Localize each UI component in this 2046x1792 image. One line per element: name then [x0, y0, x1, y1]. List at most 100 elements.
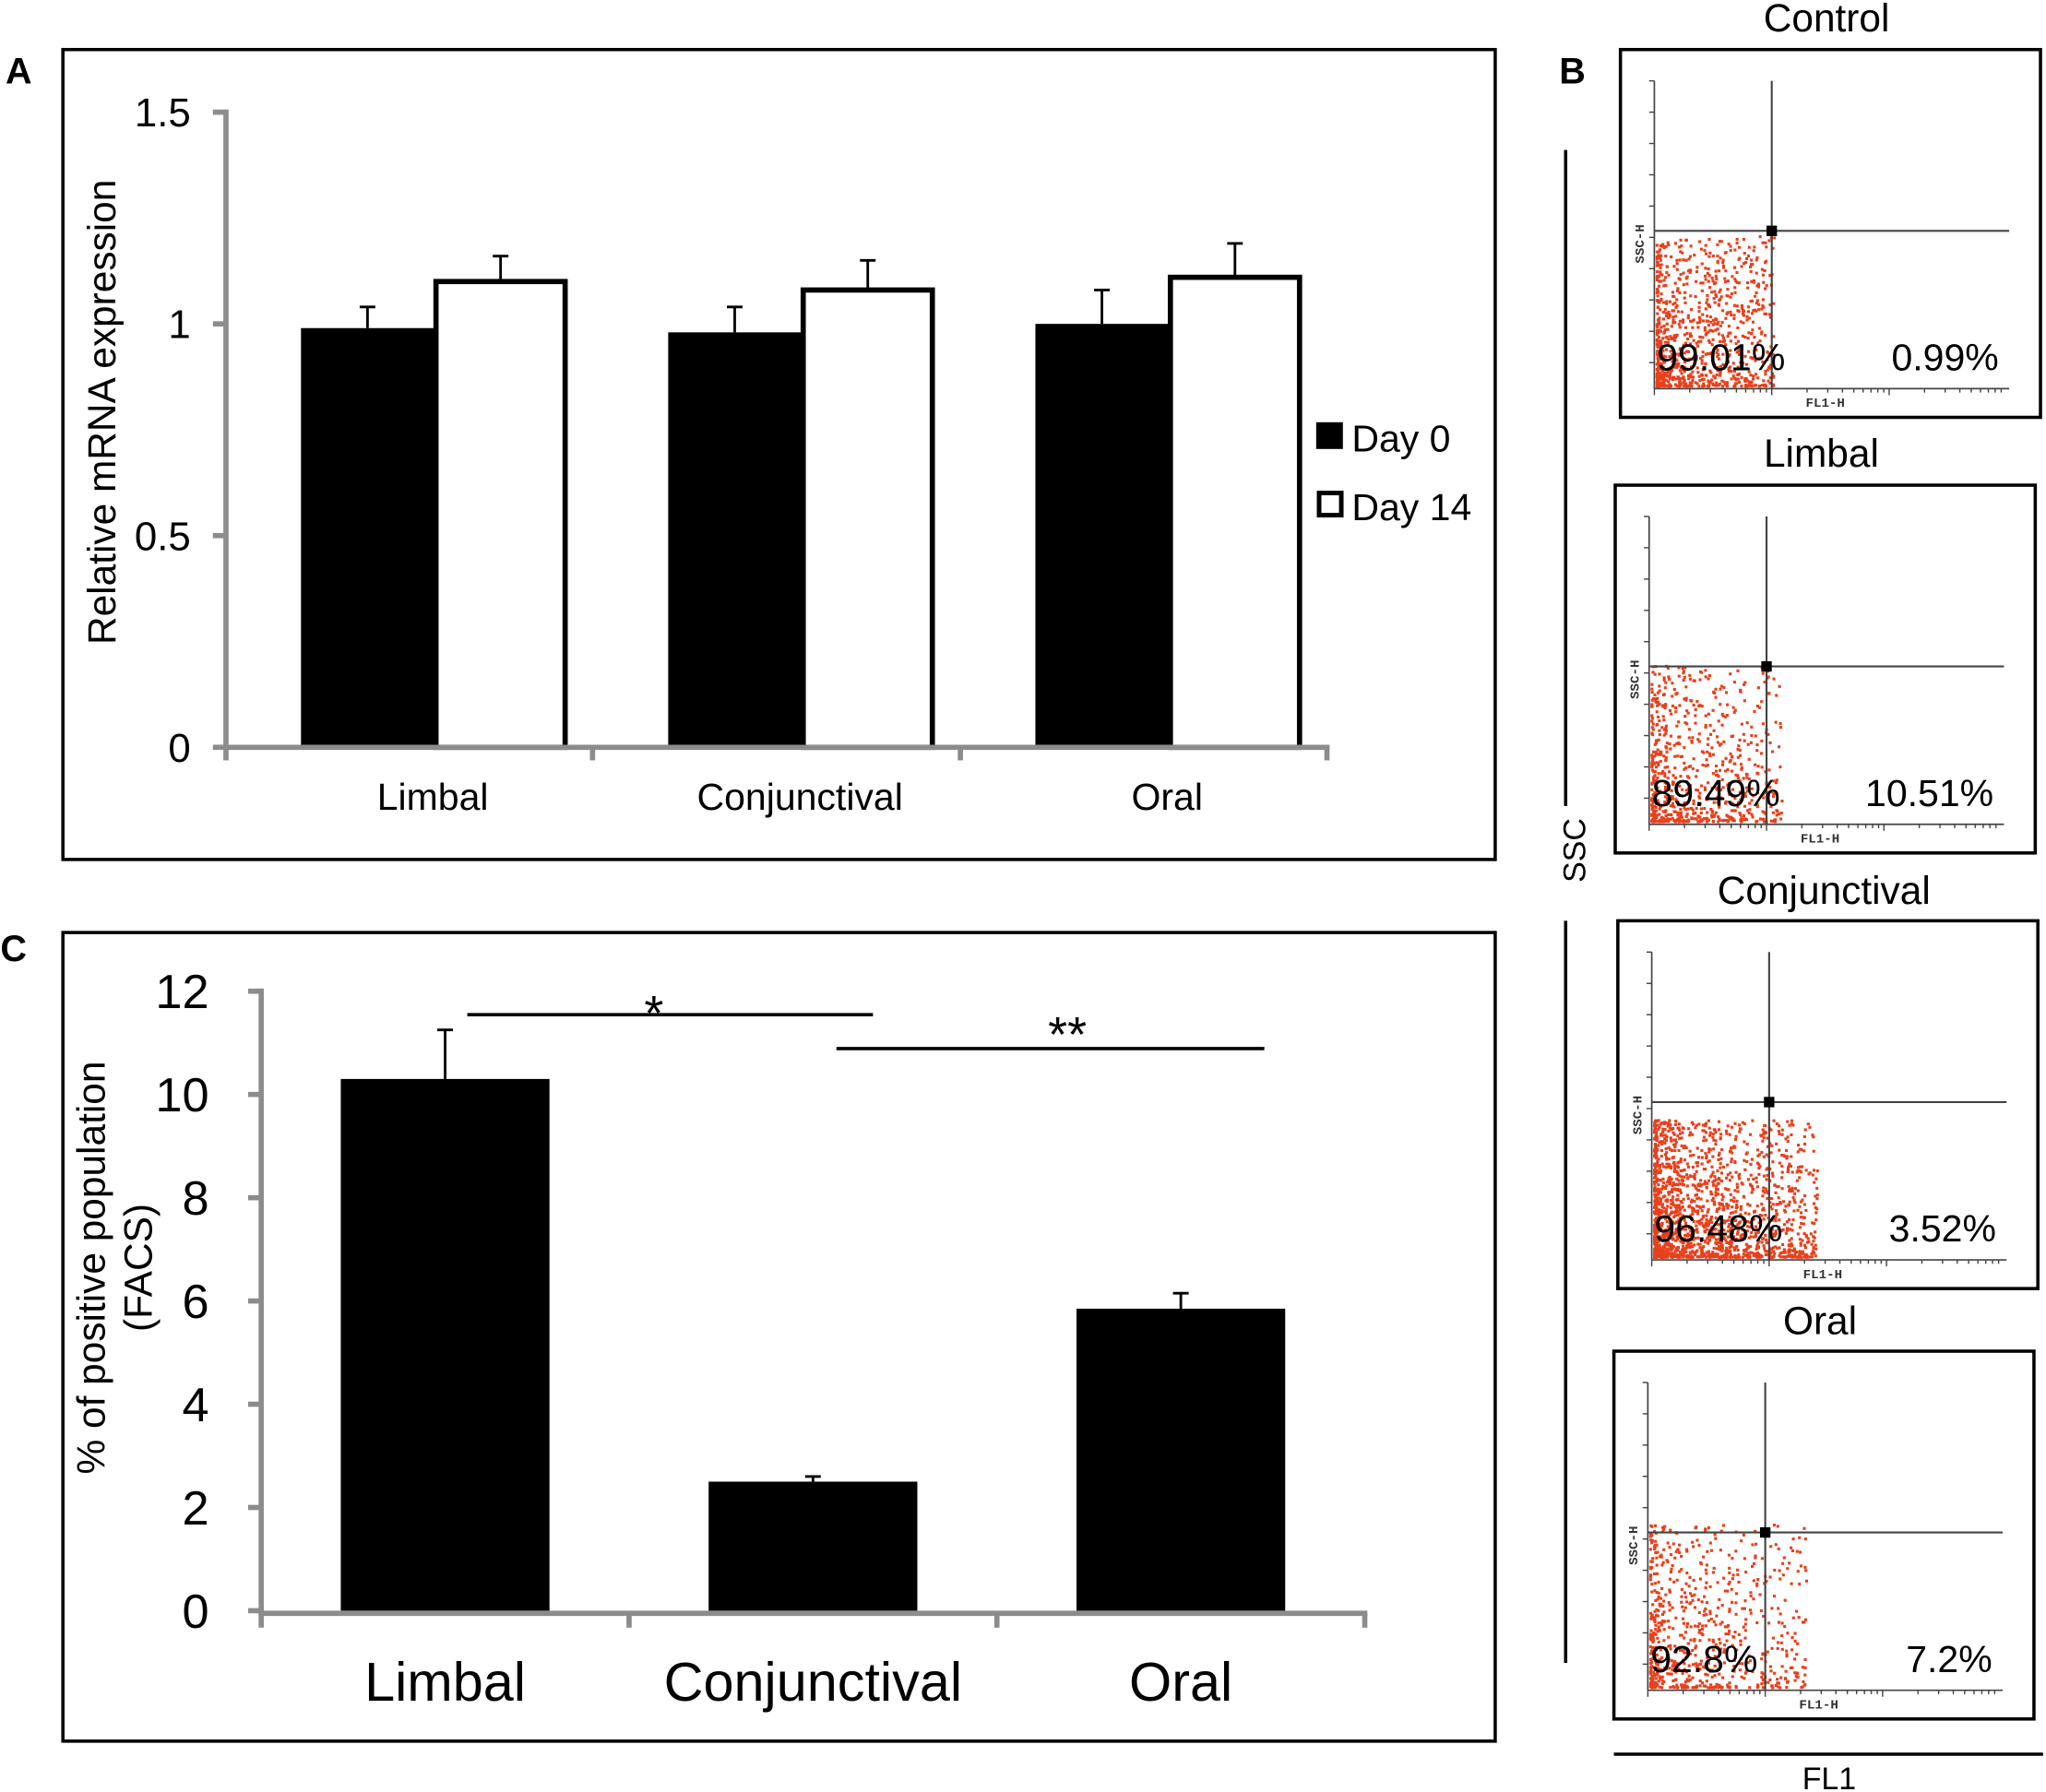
flow-dot — [1745, 1247, 1749, 1251]
flow-dot — [1735, 241, 1739, 245]
flow-dot — [1795, 1549, 1799, 1553]
flow-dot — [1749, 269, 1753, 273]
flow-dot — [1760, 1150, 1764, 1155]
flow-dot — [1657, 1255, 1660, 1259]
flow-dot — [1649, 1629, 1653, 1632]
flow-dot — [1658, 1223, 1661, 1227]
flow-dot — [1670, 368, 1674, 372]
flow-dot — [1668, 367, 1672, 372]
flow-dot — [1655, 1613, 1659, 1617]
flow-dot — [1683, 1662, 1686, 1666]
flow-dot — [1765, 1241, 1768, 1245]
flow-dot — [1751, 356, 1755, 360]
flow-dot — [1755, 749, 1759, 753]
flow-dot — [1715, 1207, 1719, 1211]
flow-dot — [1701, 368, 1705, 372]
flow-dot — [1662, 1121, 1666, 1126]
flow-dot — [1740, 385, 1743, 388]
flow-dot — [1777, 1124, 1781, 1128]
flow-dot — [1673, 1644, 1677, 1648]
flow-dot — [1651, 793, 1656, 797]
flow-dot — [1725, 1176, 1729, 1180]
flow-dot — [1720, 1620, 1724, 1624]
flow-dot — [1674, 305, 1678, 309]
flow-dot — [1772, 302, 1776, 305]
flow-dot — [1743, 817, 1747, 821]
flow-dot — [1664, 1252, 1668, 1256]
flow-dot — [1801, 1239, 1804, 1242]
flow-dot — [1668, 678, 1671, 682]
flow-dot — [1668, 1162, 1671, 1166]
flow-x-axis-label: FL1-H — [1801, 833, 1839, 848]
flow-dot — [1779, 1676, 1783, 1679]
flow-dot — [1657, 1251, 1660, 1254]
flow-dot — [1666, 1215, 1670, 1218]
category-label: Conjunctival — [664, 1651, 962, 1713]
flow-dot — [1722, 380, 1726, 384]
flow-dot — [1700, 1221, 1704, 1225]
flow-dot — [1707, 1150, 1711, 1154]
flow-dot — [1686, 782, 1691, 786]
flow-dot — [1676, 1193, 1680, 1197]
flow-dot — [1700, 1156, 1704, 1159]
flow-dot — [1744, 384, 1748, 387]
flow-dot — [1803, 1657, 1807, 1661]
flow-dot — [1745, 318, 1749, 322]
flow-dot — [1709, 1175, 1713, 1179]
flow-dot — [1660, 1686, 1664, 1690]
flow-dot — [1661, 317, 1665, 321]
flow-dot — [1683, 1228, 1686, 1231]
flow-dot — [1699, 811, 1703, 815]
flow-dot — [1707, 379, 1710, 383]
flow-dot — [1789, 1666, 1792, 1669]
flow-dot — [1752, 309, 1755, 313]
flow-scatter-dots — [1653, 1119, 1819, 1259]
flow-dot — [1770, 1607, 1774, 1610]
flow-dot — [1802, 1679, 1805, 1683]
flow-dot — [1705, 1228, 1708, 1231]
flow-dot — [1721, 352, 1725, 356]
flow-dot — [1674, 798, 1678, 801]
flow-dot — [1689, 698, 1693, 703]
flow-dot — [1687, 819, 1691, 823]
flow-dot — [1682, 679, 1685, 682]
flow-dot — [1720, 1228, 1724, 1231]
flow-dot — [1764, 334, 1767, 338]
flow-dot — [1682, 1683, 1686, 1687]
flow-dot — [1800, 1255, 1803, 1259]
flow-dot — [1674, 1249, 1678, 1253]
flow-dot — [1655, 1233, 1659, 1237]
quadrant-handle — [1766, 225, 1778, 236]
flow-dot — [1812, 1149, 1815, 1153]
flow-dot — [1757, 1153, 1762, 1157]
flow-dot — [1673, 383, 1677, 386]
panel-a-chart: Relative mRNA expression 00.511.5 Limbal… — [61, 47, 1497, 861]
flow-dot — [1728, 1681, 1731, 1685]
flow-dot — [1754, 1554, 1757, 1558]
flow-dot — [1658, 1243, 1661, 1247]
flow-dot — [1710, 746, 1714, 750]
flow-dot — [1688, 375, 1693, 379]
flow-dot — [1683, 697, 1686, 701]
flow-dot — [1737, 309, 1741, 314]
flow-dot — [1714, 811, 1718, 814]
flow-dot — [1725, 1252, 1729, 1256]
flow-dot — [1685, 801, 1689, 804]
flow-dot — [1713, 1128, 1717, 1132]
flow-dot — [1685, 813, 1689, 816]
flow-dot — [1731, 1211, 1735, 1215]
flow-dot — [1685, 275, 1689, 279]
flow-dot — [1703, 1182, 1707, 1186]
flow-dot — [1656, 312, 1659, 315]
flow-dot — [1763, 1247, 1766, 1251]
flow-dot — [1716, 741, 1719, 744]
flow-dot — [1671, 291, 1675, 294]
flow-dot — [1765, 284, 1768, 288]
flow-dot — [1714, 1241, 1718, 1245]
flow-dot — [1660, 1229, 1665, 1233]
flow-dot — [1705, 816, 1709, 820]
flow-dot — [1697, 305, 1701, 309]
flow-dot — [1656, 696, 1659, 700]
flow-dot — [1688, 357, 1692, 361]
flow-dot — [1664, 681, 1668, 684]
